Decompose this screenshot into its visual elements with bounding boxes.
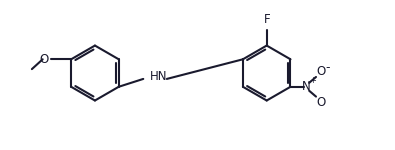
Text: O: O	[316, 96, 325, 109]
Text: F: F	[263, 13, 270, 26]
Text: HN: HN	[150, 70, 168, 83]
Text: O: O	[40, 53, 49, 66]
Text: -: -	[325, 61, 330, 74]
Text: N: N	[302, 80, 310, 93]
Text: O: O	[316, 64, 325, 78]
Text: +: +	[310, 76, 316, 85]
